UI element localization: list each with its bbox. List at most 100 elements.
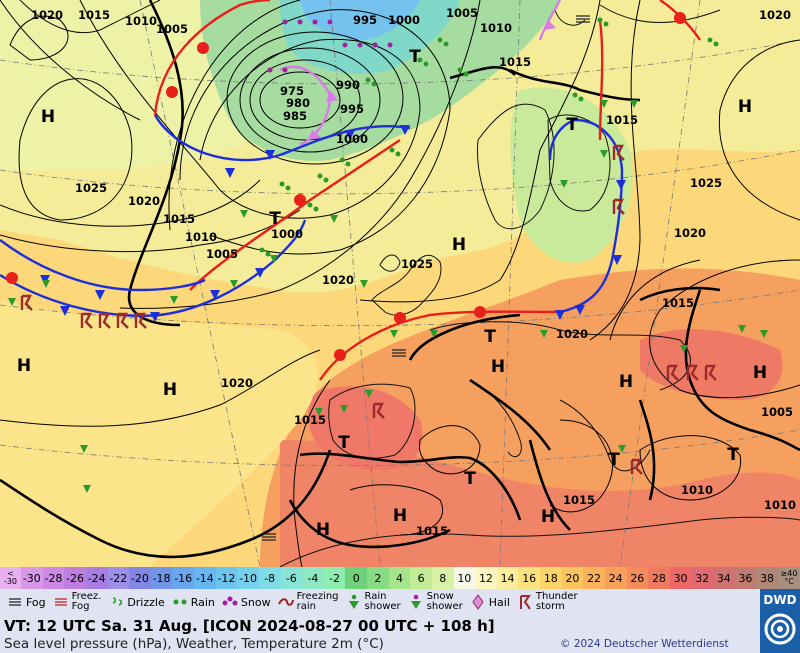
- isobar-label: 995: [353, 13, 377, 27]
- isobar-label: 1020: [221, 376, 253, 390]
- scale-cell: -30: [21, 567, 43, 589]
- isobar-label: 1005: [761, 405, 793, 419]
- isobars-bold: [0, 0, 800, 559]
- isobar-label: 995: [340, 102, 364, 116]
- isobar-label: 990: [336, 78, 360, 92]
- scale-cell: 0: [345, 567, 367, 589]
- freezing-rain-icon: [277, 594, 295, 610]
- legend-item: Rain shower: [345, 592, 401, 612]
- high-pressure-center: H: [17, 356, 31, 376]
- isobar-label: 1015: [78, 8, 110, 22]
- scale-cell: -18: [150, 567, 173, 589]
- scale-cell: -2: [323, 567, 346, 589]
- isobar-label: 1015: [662, 296, 694, 310]
- cold-front-atlantic: [0, 239, 206, 292]
- scale-cell: -4: [302, 567, 324, 589]
- temperature-area-warm-atlantic: [0, 300, 318, 567]
- low-pressure-center: T: [409, 47, 421, 67]
- rain-shower-icon: [345, 594, 363, 610]
- dwd-swirl-icon: [764, 613, 796, 645]
- snow-symbols: [267, 19, 393, 73]
- scale-last-bottom: °C: [784, 577, 794, 586]
- scale-cell: -22: [107, 567, 130, 589]
- legend-label: Freez. Fog: [71, 591, 102, 612]
- isobar-label: 1015: [416, 524, 448, 538]
- isobar-label: 1015: [294, 413, 326, 427]
- thunderstorm-icon: [516, 594, 534, 610]
- warm-front-east: [598, 19, 604, 141]
- legend-item: Freezing rain: [277, 592, 339, 612]
- isobar-label: 1000: [271, 227, 303, 241]
- high-pressure-center: H: [163, 380, 177, 400]
- isobar-label: 1015: [606, 113, 638, 127]
- legend-item: Snow: [221, 594, 271, 610]
- isobar-label: 1005: [446, 6, 478, 20]
- legend-label: Hail: [488, 595, 510, 609]
- low-pressure-center: T: [464, 469, 476, 489]
- isobar-label: 1010: [185, 230, 217, 244]
- low-pressure-center: T: [269, 209, 281, 229]
- temperature-area-hot-iberia: [308, 386, 423, 470]
- snow-icon: [221, 594, 239, 610]
- isobar-label: 985: [283, 109, 307, 123]
- scale-cell: 6: [410, 567, 432, 589]
- isobar-label: 1005: [206, 247, 238, 261]
- isobar-label: 1000: [336, 132, 368, 146]
- legend-item: Hail: [469, 594, 510, 610]
- scale-cell: 2: [367, 567, 389, 589]
- snow-shower-icon: [407, 594, 425, 610]
- warm-front-mid-atlantic: [189, 139, 401, 291]
- isobar-label: 1025: [690, 176, 722, 190]
- scale-cell: 16: [518, 567, 540, 589]
- scale-steps: -30 -28 -26 -24 -22 -20 -18 -16 -14 -12 -10 -8 -6 -4-…: [21, 567, 778, 589]
- warm-front-north-atlantic: [153, 0, 271, 116]
- scale-cell: -10: [237, 567, 259, 589]
- legend-label: Fog: [26, 595, 46, 609]
- drizzle-icon: [107, 594, 125, 610]
- scale-first-cell: < -30: [0, 567, 21, 589]
- isobar-label: 1020: [674, 226, 706, 240]
- cold-front-atlantic-2: [0, 219, 307, 317]
- info-panel: VT: 12 UTC Sa. 31 Aug. [ICON 2024-08-27 …: [0, 615, 760, 653]
- scale-cell: 38: [756, 567, 778, 589]
- isobar-label: 1010: [480, 21, 512, 35]
- scale-cell: 18: [540, 567, 562, 589]
- isobar-label: 980: [286, 96, 310, 110]
- isobar-label: 1005: [156, 22, 188, 36]
- graticule: [0, 0, 800, 567]
- scale-cell: -6: [280, 567, 303, 589]
- scale-cell: 12: [475, 567, 497, 589]
- legend-label: Snow: [240, 595, 271, 609]
- occluded-front-northeast: [538, 0, 562, 41]
- scale-cell: 4: [388, 567, 411, 589]
- high-pressure-center: H: [619, 372, 633, 392]
- thunderstorm-symbols: [20, 144, 717, 475]
- isobar-label: 1000: [388, 13, 420, 27]
- freezing-fog-icon: [52, 594, 70, 610]
- legend-item: Fog: [6, 594, 46, 610]
- low-pressure-center: T: [727, 445, 739, 465]
- cold-front-central-europe: [548, 118, 624, 314]
- high-pressure-center: H: [41, 107, 55, 127]
- chart-description: Sea level pressure (hPa), Weather, Tempe…: [4, 636, 384, 652]
- scale-cell: -26: [64, 567, 86, 589]
- fog-symbols: [262, 15, 590, 541]
- high-pressure-center: H: [452, 235, 466, 255]
- legend-label: Rain: [190, 595, 215, 609]
- legend-label: Thunder storm: [535, 591, 578, 612]
- weather-legend: Fog Freez. Fog Drizzle Rain Snow Freezing rain R…: [0, 589, 760, 615]
- temperature-area-hot-balkans: [640, 329, 783, 400]
- high-pressure-center: H: [753, 363, 767, 383]
- legend-item: Drizzle: [107, 594, 165, 610]
- copyright: © 2024 Deutscher Wetterdienst: [560, 638, 729, 650]
- dwd-logo: DWD: [760, 589, 800, 653]
- rain-showers: [8, 100, 768, 493]
- low-pressure-center: T: [484, 327, 496, 347]
- isobar-label: 1010: [764, 498, 796, 512]
- low-pressure-center: T: [608, 450, 620, 470]
- scale-cell: 20: [561, 567, 584, 589]
- scale-cell: -28: [42, 567, 65, 589]
- scale-cell: -12: [215, 567, 238, 589]
